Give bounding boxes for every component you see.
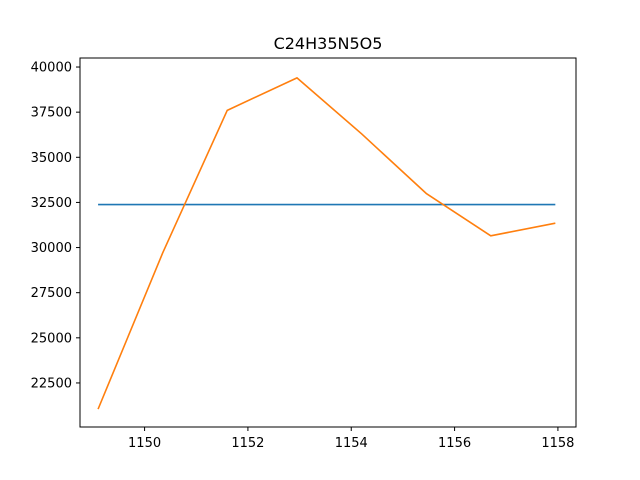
x-tick-label: 1156 [438,436,471,451]
x-tick-label: 1154 [335,436,368,451]
y-tick-label: 40000 [31,61,72,76]
axes-layer: 1150 1152 1154 1156 1158 22500 25000 27500 30000… [31,57,577,451]
series-layer [97,77,556,410]
x-tick-label: 1150 [128,436,161,451]
x-tick-label: 1152 [231,436,264,451]
series-line-2 [97,77,556,410]
y-tick-label: 25000 [31,331,72,346]
y-tick-label: 35000 [31,151,72,166]
plot-frame [79,57,577,428]
y-tick-label: 37500 [31,106,72,121]
y-tick-label: 22500 [31,376,72,391]
y-tick-label: 30000 [31,241,72,256]
y-tick-label: 32500 [31,196,72,211]
y-tick-label: 27500 [31,286,72,301]
x-tick-label: 1158 [541,436,574,451]
chart-title: C24H35N5O5 [274,34,383,53]
